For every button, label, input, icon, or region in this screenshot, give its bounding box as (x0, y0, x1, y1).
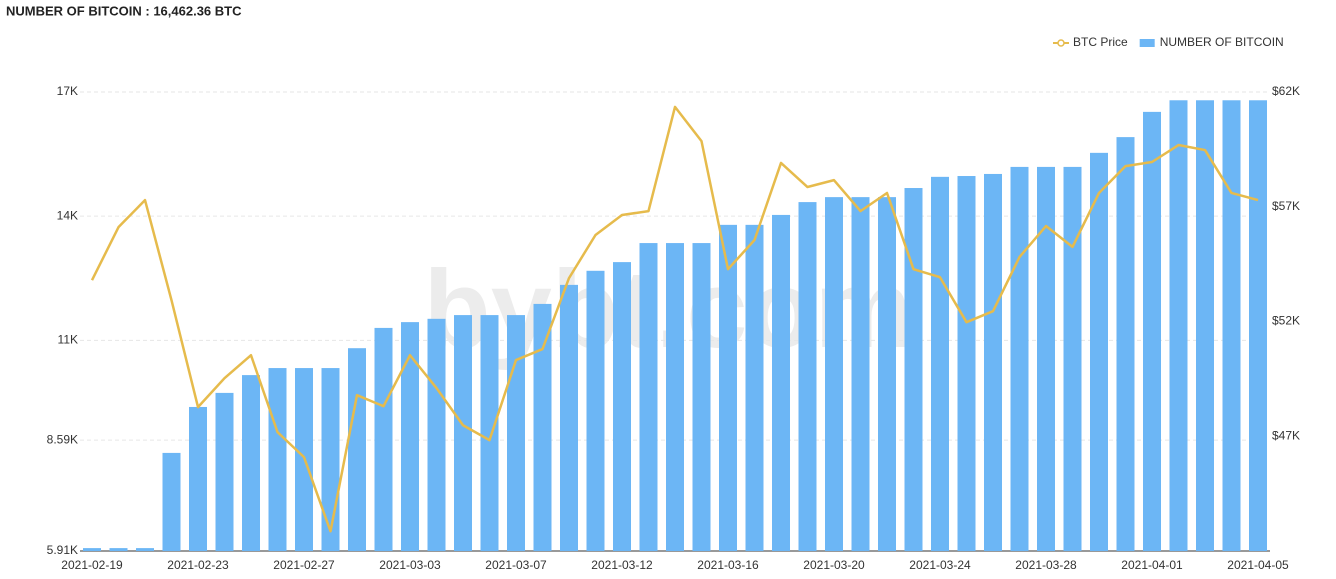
x-tick-label: 2021-02-19 (61, 558, 123, 572)
bar (878, 197, 896, 551)
bar (745, 224, 764, 551)
bar (1169, 100, 1188, 552)
bar (83, 548, 101, 551)
legend-swatch (1139, 39, 1155, 47)
bar (189, 406, 207, 551)
bar (348, 348, 366, 551)
y-tick-label: 8.59K (47, 432, 78, 446)
x-tick-label: 2021-04-05 (1227, 558, 1289, 572)
bar (109, 548, 128, 551)
x-tick-label: 2021-03-20 (803, 558, 865, 572)
bar (321, 368, 340, 551)
x-tick-label: 2021-02-23 (167, 558, 229, 572)
chart-title: NUMBER OF BITCOIN : 16,462.36 BTC (6, 3, 242, 18)
bar (427, 318, 446, 551)
bar (268, 368, 287, 551)
bar (480, 315, 499, 551)
bar (931, 176, 949, 551)
bar (692, 243, 711, 551)
bar (1037, 166, 1055, 551)
bar (215, 392, 234, 551)
bar (136, 548, 154, 551)
bar (401, 322, 419, 551)
bar (1249, 100, 1267, 552)
bar (613, 262, 631, 551)
bar (1063, 166, 1082, 551)
bar (586, 270, 605, 551)
bar (666, 243, 684, 551)
bar (772, 214, 790, 551)
bar (798, 202, 817, 551)
bar (1116, 137, 1135, 551)
y2-tick-label: $47K (1272, 428, 1300, 442)
y2-tick-label: $62K (1272, 84, 1300, 98)
bar (162, 452, 181, 551)
bar (957, 176, 976, 552)
x-tick-label: 2021-03-24 (909, 558, 971, 572)
x-tick-label: 2021-03-28 (1015, 558, 1077, 572)
x-tick-label: 2021-03-12 (591, 558, 653, 572)
bar (825, 197, 843, 551)
bar (851, 197, 870, 551)
bar (984, 173, 1002, 551)
y2-tick-label: $52K (1272, 314, 1300, 328)
y-tick-label: 14K (57, 208, 78, 222)
bar (374, 327, 393, 551)
legend-label: NUMBER OF BITCOIN (1160, 35, 1284, 49)
price-line (90, 105, 1259, 533)
bar (1196, 100, 1214, 552)
y-tick-label: 5.91K (47, 543, 78, 557)
y2-tick-label: $57K (1272, 199, 1300, 213)
x-tick-label: 2021-02-27 (273, 558, 335, 572)
bar (1010, 166, 1029, 551)
bar (533, 303, 552, 551)
x-tick-label: 2021-03-16 (697, 558, 759, 572)
bar (1090, 152, 1108, 551)
bar (639, 243, 658, 551)
bar (904, 188, 923, 551)
y-tick-label: 17K (57, 84, 78, 98)
bar (454, 315, 472, 551)
bar (1143, 111, 1161, 551)
bar (507, 315, 525, 551)
bar (1222, 100, 1241, 552)
legend-label: BTC Price (1073, 35, 1128, 49)
bar (719, 224, 737, 551)
bar (242, 375, 260, 551)
x-tick-label: 2021-03-07 (485, 558, 547, 572)
x-tick-label: 2021-04-01 (1121, 558, 1183, 572)
bar (560, 284, 578, 551)
legend-swatch (1057, 39, 1065, 47)
x-tick-label: 2021-03-03 (379, 558, 441, 572)
y-tick-label: 11K (58, 333, 78, 347)
